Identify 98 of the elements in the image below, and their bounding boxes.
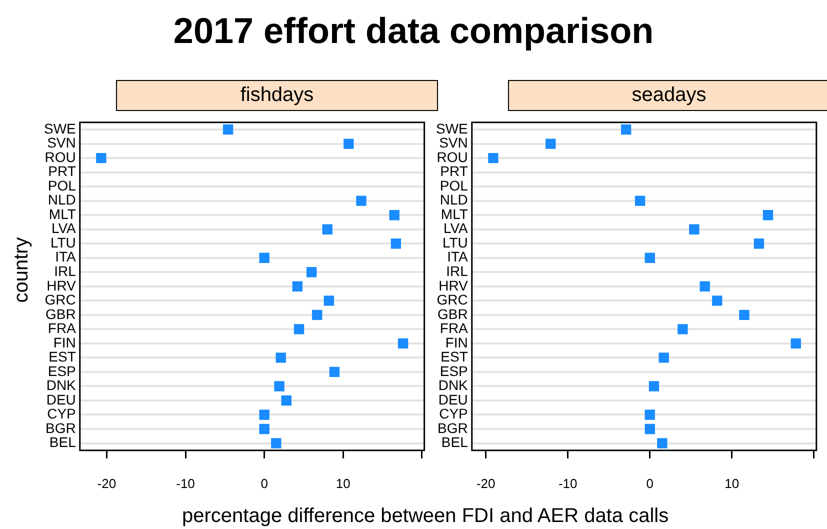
x-tick-label: 10 xyxy=(336,476,350,491)
point xyxy=(312,310,322,320)
point xyxy=(754,238,764,249)
chart-title: 2017 effort data comparison xyxy=(172,10,655,52)
point xyxy=(274,381,284,392)
point xyxy=(689,224,700,234)
point xyxy=(790,338,801,349)
y-tick-label: ITA xyxy=(55,248,77,265)
x-tick-label: -10 xyxy=(558,476,578,491)
point xyxy=(276,352,286,363)
chart-subtitle: seadays xyxy=(508,80,827,111)
y-tick-label: MLT xyxy=(440,206,468,222)
y-tick-label: FIN xyxy=(445,334,468,350)
point xyxy=(292,281,303,292)
x-tick-label: -10 xyxy=(176,476,195,491)
y-tick-label: DNK xyxy=(46,377,77,394)
y-tick-label: ROU xyxy=(436,148,468,165)
x-tick-label: 10 xyxy=(724,476,740,491)
point xyxy=(700,281,710,292)
y-tick-label: EST xyxy=(440,348,468,365)
point xyxy=(658,352,669,363)
point xyxy=(259,252,270,263)
y-tick-label: FRA xyxy=(440,320,469,336)
point xyxy=(398,338,408,349)
y-tick-label: ITA xyxy=(447,248,469,265)
y-tick-label: CYP xyxy=(47,406,76,422)
point xyxy=(739,310,750,320)
y-tick-label: MLT xyxy=(48,206,76,222)
point xyxy=(322,224,332,234)
y-tick-label: LTU xyxy=(50,234,76,250)
y-tick-label: DEU xyxy=(438,391,468,408)
y-tick-label: LVA xyxy=(444,220,469,236)
y-tick-label: BGR xyxy=(438,420,468,436)
x-tick-label: 0 xyxy=(646,476,654,491)
point xyxy=(712,296,722,306)
y-tick-label: GRC xyxy=(436,292,468,308)
x-axis-title: percentage difference between FDI and AER data calls xyxy=(182,505,669,528)
point xyxy=(488,152,498,164)
y-tick-label: LTU xyxy=(442,234,468,250)
y-tick-label: IRL xyxy=(446,263,468,279)
y-tick-label: DNK xyxy=(438,377,469,394)
point xyxy=(634,196,646,206)
y-tick-label: DEU xyxy=(46,391,76,408)
y-tick-label: SVN xyxy=(47,134,76,151)
y-tick-label: SWE xyxy=(44,120,76,136)
y-tick-label: GBR xyxy=(438,306,468,322)
point xyxy=(546,138,556,149)
y-tick-label: ROU xyxy=(44,148,76,165)
point xyxy=(259,410,270,420)
y-tick-label: PRT xyxy=(440,163,468,180)
point xyxy=(324,296,334,306)
y-tick-label: SVN xyxy=(439,134,468,151)
y-tick-label: EST xyxy=(48,348,76,365)
point xyxy=(644,252,655,263)
point xyxy=(329,366,340,378)
point xyxy=(344,138,354,149)
point xyxy=(762,210,774,220)
point xyxy=(271,438,282,448)
y-tick-label: LVA xyxy=(52,220,77,236)
y-tick-label: POL xyxy=(48,177,76,194)
x-tick-label: -20 xyxy=(97,476,116,491)
y-tick-label: IRL xyxy=(54,263,76,279)
y-tick-label: BEL xyxy=(441,434,468,450)
y-tick-label: FIN xyxy=(53,334,76,350)
point xyxy=(644,410,655,420)
y-tick-label: BEL xyxy=(49,434,76,450)
point xyxy=(281,395,292,406)
point xyxy=(259,424,270,434)
point xyxy=(390,238,402,249)
y-tick-label: POL xyxy=(440,177,468,194)
y-tick-label: CYP xyxy=(439,406,468,422)
point xyxy=(648,381,660,392)
y-tick-label: ESP xyxy=(440,362,468,379)
y-tick-label: BGR xyxy=(46,420,76,436)
y-tick-label: SWE xyxy=(436,120,468,136)
y-tick-label: GRC xyxy=(44,292,76,308)
point xyxy=(96,152,106,164)
point xyxy=(621,124,632,135)
y-tick-label: ESP xyxy=(48,362,76,379)
point xyxy=(389,210,400,220)
x-tick-label: 0 xyxy=(260,476,268,491)
point xyxy=(657,438,668,448)
y-tick-label: FRA xyxy=(48,320,77,336)
y-tick-label: GBR xyxy=(46,306,76,322)
point xyxy=(306,267,317,278)
y-tick-label: NLD xyxy=(48,192,76,208)
y-tick-label: PRT xyxy=(48,163,76,180)
chart-subtitle: fishdays xyxy=(116,80,438,111)
point xyxy=(222,124,234,135)
y-tick-label: HRV xyxy=(438,277,469,294)
y-tick-label: NLD xyxy=(440,192,468,208)
point xyxy=(356,196,366,206)
y-tick-label: HRV xyxy=(46,277,77,294)
point xyxy=(294,324,304,334)
point xyxy=(644,424,655,434)
x-tick-label: -20 xyxy=(476,476,496,491)
point xyxy=(678,324,688,334)
y-axis-title: country xyxy=(10,237,34,303)
